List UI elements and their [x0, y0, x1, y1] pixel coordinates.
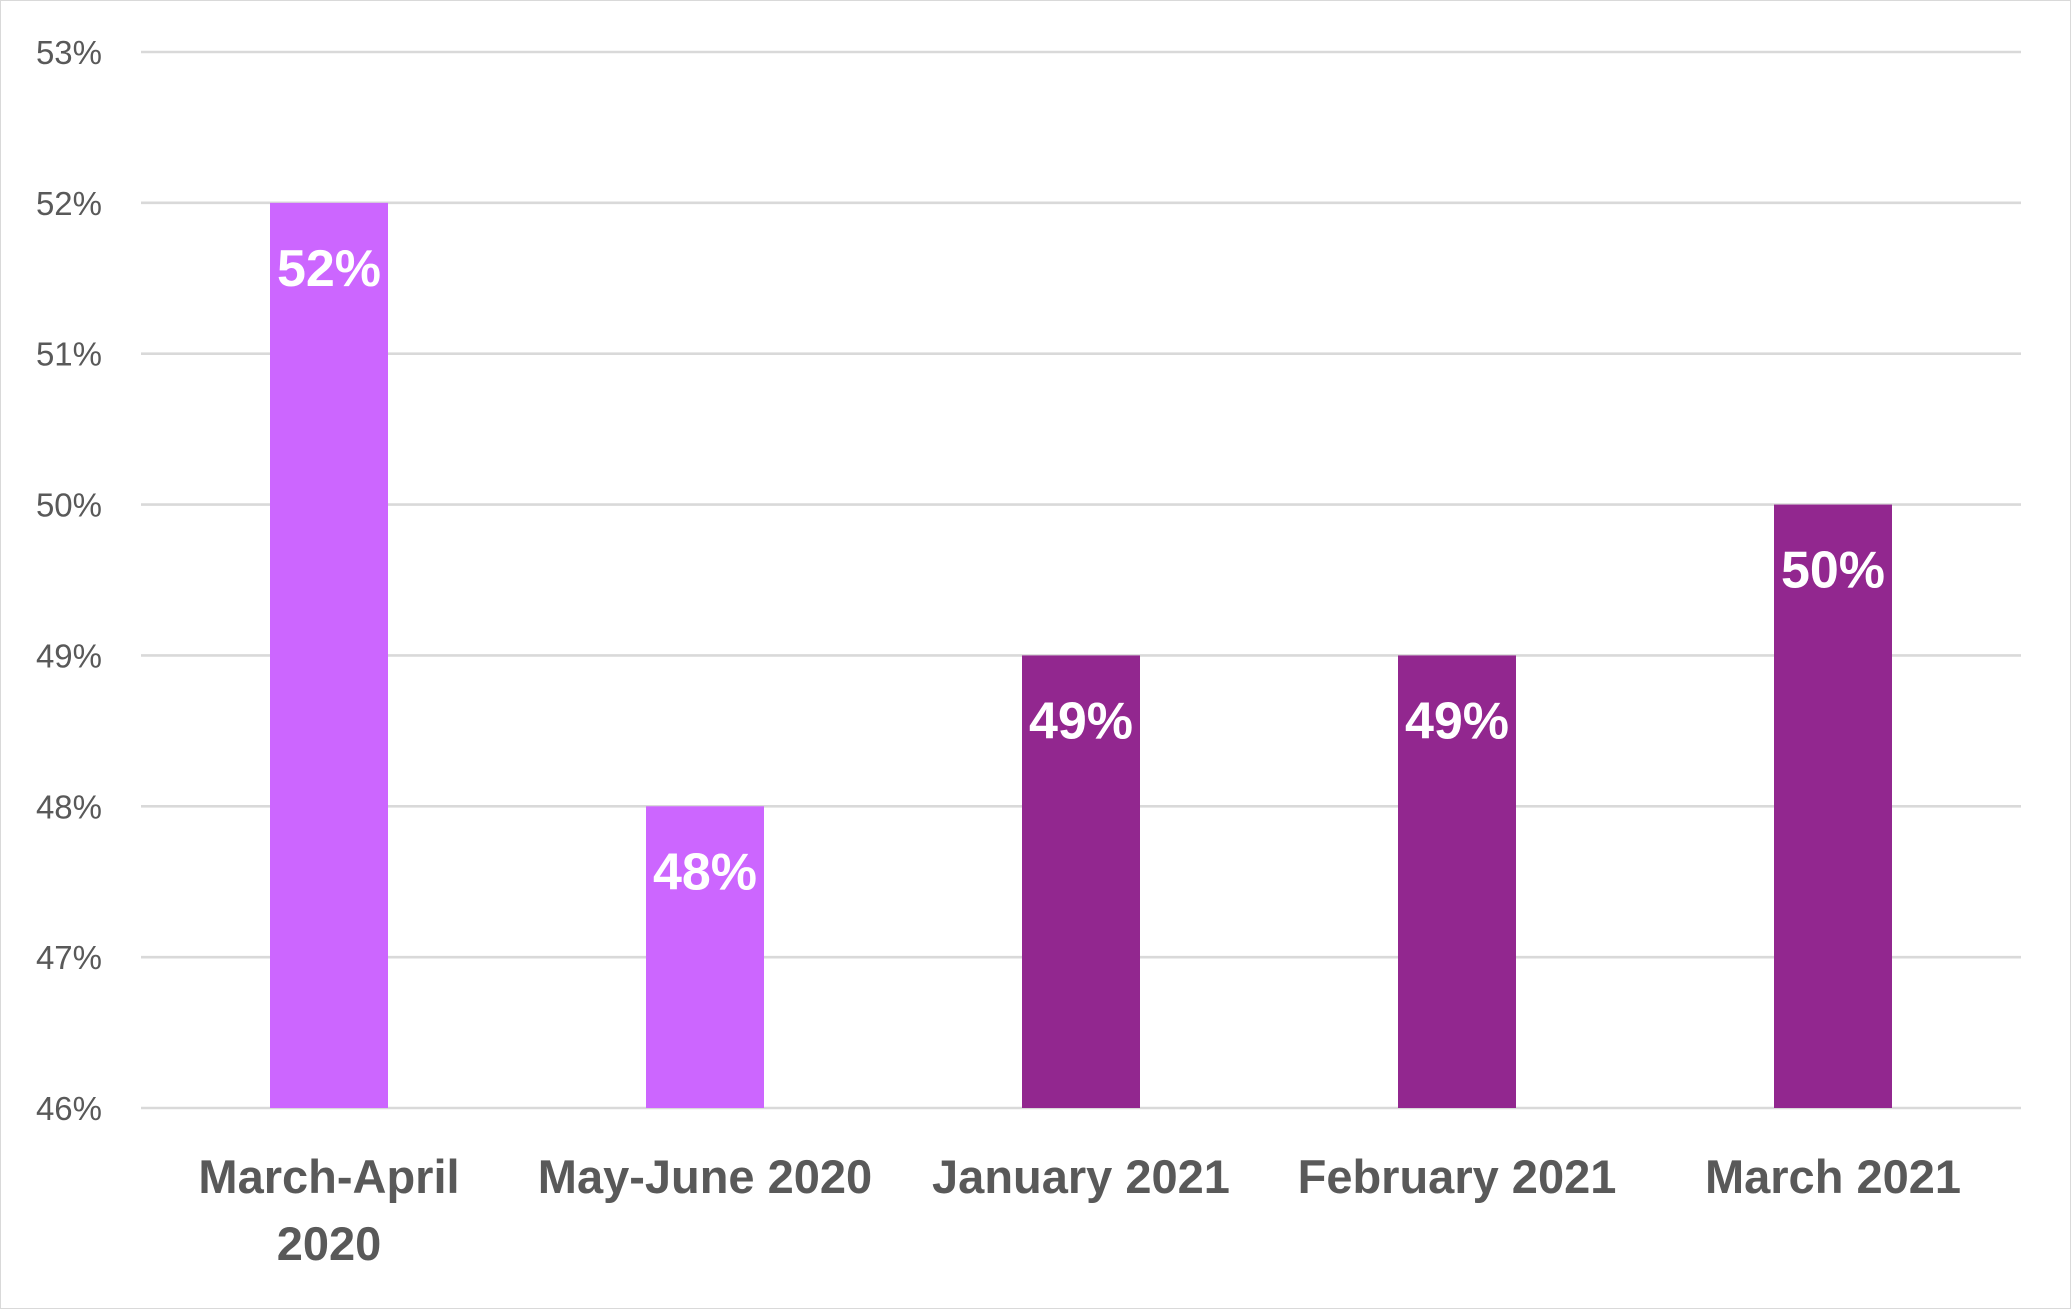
y-tick-label: 48% [36, 788, 102, 825]
bar [1774, 504, 1892, 1109]
y-tick-label: 53% [36, 34, 102, 71]
data-label: 52% [277, 240, 381, 298]
bars [270, 202, 1892, 1109]
x-tick-label-line: 2020 [277, 1217, 382, 1270]
data-label: 49% [1405, 692, 1509, 750]
bar [646, 806, 764, 1108]
y-axis-tick-labels: 46% 47% 48% 49% 50% 51% 52% 53% [36, 34, 102, 1127]
y-tick-label: 47% [36, 939, 102, 976]
y-tick-label: 49% [36, 637, 102, 674]
y-tick-label: 51% [36, 336, 102, 373]
y-tick-label: 46% [36, 1090, 102, 1127]
x-tick-label-line: May-June 2020 [538, 1150, 872, 1203]
x-tick-label: February 2021 [1298, 1150, 1617, 1203]
data-label: 49% [1029, 692, 1133, 750]
x-tick-label: January 2021 [932, 1150, 1230, 1203]
data-label: 48% [653, 843, 757, 901]
x-tick-label-line: January 2021 [932, 1150, 1230, 1203]
x-tick-label-line: March-April [198, 1150, 459, 1203]
y-tick-label: 52% [36, 185, 102, 222]
x-axis-tick-labels: March-April 2020 May-June 2020 January 2021… [198, 1150, 1961, 1270]
x-tick-label: March 2021 [1705, 1150, 1961, 1203]
x-tick-label: March-April 2020 [198, 1150, 459, 1270]
x-tick-label: May-June 2020 [538, 1150, 872, 1203]
y-tick-label: 50% [36, 487, 102, 524]
data-labels: 52% 48% 49% 49% 50% [277, 240, 1885, 901]
bar [270, 202, 388, 1108]
bar [1022, 655, 1140, 1108]
data-label: 50% [1781, 542, 1885, 600]
bar [1398, 655, 1516, 1108]
x-tick-label-line: February 2021 [1298, 1150, 1617, 1203]
x-tick-label-line: March 2021 [1705, 1150, 1961, 1203]
